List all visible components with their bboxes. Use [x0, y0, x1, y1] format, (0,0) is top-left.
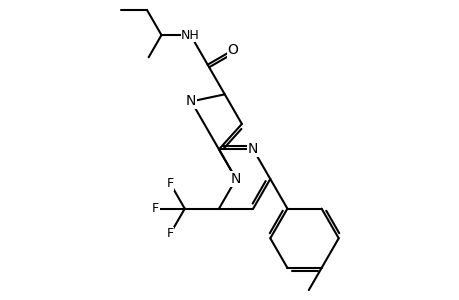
Text: F: F [166, 177, 174, 190]
Text: N: N [247, 142, 258, 156]
Text: N: N [186, 94, 196, 108]
Text: NH: NH [181, 28, 200, 42]
Text: F: F [152, 202, 159, 215]
Text: O: O [227, 43, 238, 57]
Text: F: F [166, 227, 174, 240]
Text: N: N [230, 172, 241, 186]
